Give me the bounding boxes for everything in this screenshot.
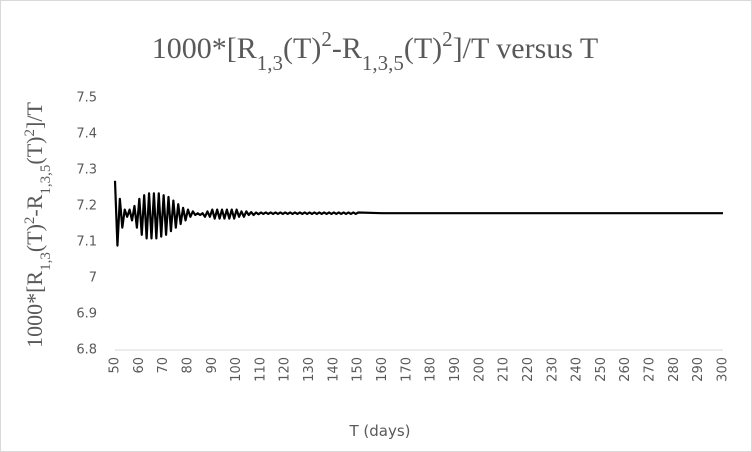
x-tick-label: 170 bbox=[399, 357, 414, 382]
y-tick-label: 7 bbox=[89, 271, 97, 286]
y-label-part: (T) bbox=[22, 224, 47, 252]
x-tick-label: 60 bbox=[132, 357, 147, 374]
title-part: (T) bbox=[283, 32, 321, 65]
x-tick-label: 70 bbox=[156, 357, 171, 374]
title-part: 2 bbox=[442, 27, 453, 51]
y-label-part: ]/T bbox=[22, 102, 47, 129]
title-part: -R bbox=[332, 32, 362, 65]
y-tick-label: 7.1 bbox=[76, 235, 97, 250]
y-axis-label: 1000*[R1,3(T)2-R1,3,5(T)2]/T bbox=[22, 102, 54, 348]
chart-title: 1000*[R1,3(T)2-R1,3,5(T)2]/T versus T bbox=[152, 27, 598, 75]
y-label-part: (T) bbox=[22, 136, 47, 164]
x-tick-label: 190 bbox=[448, 357, 463, 382]
title-part: 1000*[R bbox=[152, 32, 257, 65]
y-tick-label: 7.3 bbox=[76, 163, 97, 178]
x-tick-label: 260 bbox=[618, 357, 633, 382]
x-tick-label: 150 bbox=[351, 357, 366, 382]
y-tick-label: 7.4 bbox=[76, 127, 97, 142]
x-tick-label: 210 bbox=[497, 357, 512, 382]
x-axis-label: T (days) bbox=[348, 422, 410, 440]
data-line bbox=[113, 180, 723, 247]
x-tick-label: 140 bbox=[326, 357, 341, 382]
x-tick-label: 270 bbox=[643, 357, 658, 382]
y-tick-label: 7.2 bbox=[76, 199, 97, 214]
y-tick-label: 6.8 bbox=[76, 343, 97, 358]
y-label-part: -R bbox=[22, 194, 47, 216]
x-tick-label: 80 bbox=[180, 357, 195, 374]
title-part: 1,3 bbox=[257, 51, 283, 75]
x-tick-label: 230 bbox=[545, 357, 560, 382]
y-tick-label: 7.5 bbox=[76, 91, 97, 106]
x-tick-label: 300 bbox=[716, 357, 731, 382]
x-tick-label: 290 bbox=[691, 357, 706, 382]
title-part: (T) bbox=[404, 32, 442, 65]
y-label-part: 2 bbox=[22, 129, 38, 137]
title-part: 1,3,5 bbox=[362, 51, 404, 75]
y-label-part: 1,3 bbox=[38, 252, 54, 271]
x-tick-label: 90 bbox=[205, 357, 220, 374]
x-tick-label: 250 bbox=[594, 357, 609, 382]
y-label-part: 1000*[R bbox=[22, 271, 47, 348]
title-part: ]/T versus T bbox=[453, 32, 599, 65]
y-tick-label: 6.9 bbox=[76, 307, 97, 322]
x-tick-label: 280 bbox=[667, 357, 682, 382]
x-tick-label: 240 bbox=[570, 357, 585, 382]
x-tick-label: 100 bbox=[229, 357, 244, 382]
x-tick-label: 110 bbox=[253, 357, 268, 382]
x-tick-label: 120 bbox=[278, 357, 293, 382]
y-label-part: 1,3,5 bbox=[38, 165, 54, 195]
x-tick-label: 130 bbox=[302, 357, 317, 382]
x-tick-label: 160 bbox=[375, 357, 390, 382]
title-part: 2 bbox=[321, 27, 332, 51]
x-tick-label: 50 bbox=[108, 357, 123, 374]
x-tick-label: 220 bbox=[521, 357, 536, 382]
y-label-part: 2 bbox=[22, 217, 38, 225]
x-tick-label: 200 bbox=[472, 357, 487, 382]
x-tick-label: 180 bbox=[424, 357, 439, 382]
